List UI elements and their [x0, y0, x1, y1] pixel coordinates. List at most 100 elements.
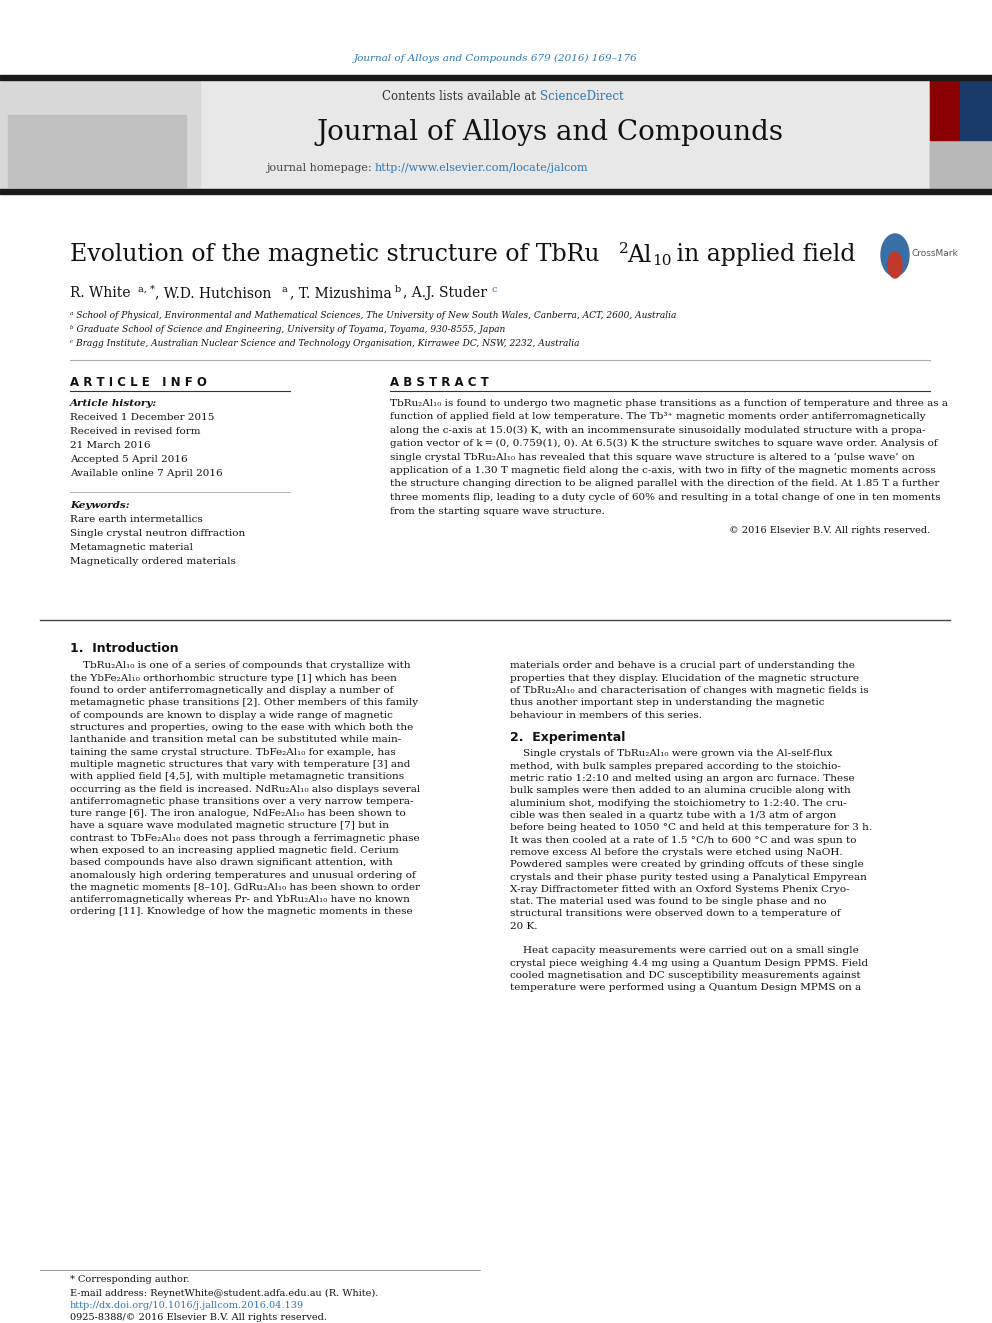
Text: metric ratio 1:2:10 and melted using an argon arc furnace. These: metric ratio 1:2:10 and melted using an …: [510, 774, 855, 783]
Text: temperature were performed using a Quantum Design MPMS on a: temperature were performed using a Quant…: [510, 983, 861, 992]
Text: cible was then sealed in a quartz tube with a 1/3 atm of argon: cible was then sealed in a quartz tube w…: [510, 811, 836, 820]
Text: cooled magnetisation and DC susceptibility measurements against: cooled magnetisation and DC susceptibili…: [510, 971, 861, 980]
Text: CrossMark: CrossMark: [912, 249, 958, 258]
Text: of compounds are known to display a wide range of magnetic: of compounds are known to display a wide…: [70, 710, 393, 720]
Text: Received 1 December 2015: Received 1 December 2015: [70, 413, 214, 422]
Text: materials order and behave is a crucial part of understanding the: materials order and behave is a crucial …: [510, 662, 855, 671]
Ellipse shape: [881, 234, 909, 277]
Text: ordering [11]. Knowledge of how the magnetic moments in these: ordering [11]. Knowledge of how the magn…: [70, 908, 413, 917]
Text: TbRu₂Al₁₀ is one of a series of compounds that crystallize with: TbRu₂Al₁₀ is one of a series of compound…: [70, 662, 411, 671]
Text: 10: 10: [652, 254, 672, 269]
Text: 2.  Experimental: 2. Experimental: [510, 732, 625, 745]
Text: taining the same crystal structure. TbFe₂Al₁₀ for example, has: taining the same crystal structure. TbFe…: [70, 747, 396, 757]
Text: A R T I C L E   I N F O: A R T I C L E I N F O: [70, 377, 207, 389]
Text: structures and properties, owing to the ease with which both the: structures and properties, owing to the …: [70, 722, 414, 732]
Text: from the starting square wave structure.: from the starting square wave structure.: [390, 507, 605, 516]
Text: 20 K.: 20 K.: [510, 922, 538, 930]
Bar: [0, 79, 200, 192]
Bar: [0, 189, 992, 194]
Text: R. White: R. White: [70, 286, 135, 300]
Text: ScienceDirect: ScienceDirect: [540, 90, 624, 103]
Text: the magnetic moments [8–10]. GdRu₂Al₁₀ has been shown to order: the magnetic moments [8–10]. GdRu₂Al₁₀ h…: [70, 882, 420, 892]
Text: Single crystal neutron diffraction: Single crystal neutron diffraction: [70, 528, 245, 537]
Text: a: a: [282, 284, 288, 294]
Text: ᵃ School of Physical, Environmental and Mathematical Sciences, The University of: ᵃ School of Physical, Environmental and …: [70, 311, 677, 320]
Text: a, *: a, *: [138, 284, 155, 294]
Text: Article history:: Article history:: [70, 398, 158, 407]
Text: http://www.elsevier.com/locate/jalcom: http://www.elsevier.com/locate/jalcom: [375, 163, 588, 173]
Text: Evolution of the magnetic structure of TbRu: Evolution of the magnetic structure of T…: [70, 243, 599, 266]
Text: ture range [6]. The iron analogue, NdFe₂Al₁₀ has been shown to: ture range [6]. The iron analogue, NdFe₂…: [70, 810, 406, 818]
Text: * Corresponding author.: * Corresponding author.: [70, 1275, 189, 1285]
Text: behaviour in members of this series.: behaviour in members of this series.: [510, 710, 702, 720]
Text: aluminium shot, modifying the stoichiometry to 1:2:40. The cru-: aluminium shot, modifying the stoichiome…: [510, 799, 847, 808]
Text: Heat capacity measurements were carried out on a small single: Heat capacity measurements were carried …: [510, 946, 859, 955]
Text: bulk samples were then added to an alumina crucible along with: bulk samples were then added to an alumi…: [510, 786, 851, 795]
Text: Journal of Alloys and Compounds: Journal of Alloys and Compounds: [316, 119, 784, 146]
Text: crystal piece weighing 4.4 mg using a Quantum Design PPMS. Field: crystal piece weighing 4.4 mg using a Qu…: [510, 959, 868, 967]
Text: Rare earth intermetallics: Rare earth intermetallics: [70, 515, 202, 524]
Text: thus another important step in understanding the magnetic: thus another important step in understan…: [510, 699, 824, 708]
Text: antiferromagnetically whereas Pr- and YbRu₂Al₁₀ have no known: antiferromagnetically whereas Pr- and Yb…: [70, 896, 410, 904]
Text: occurring as the field is increased. NdRu₂Al₁₀ also displays several: occurring as the field is increased. NdR…: [70, 785, 421, 794]
Text: multiple magnetic structures that vary with temperature [3] and: multiple magnetic structures that vary w…: [70, 759, 411, 769]
Text: structural transitions were observed down to a temperature of: structural transitions were observed dow…: [510, 909, 840, 918]
Text: function of applied field at low temperature. The Tb³⁺ magnetic moments order an: function of applied field at low tempera…: [390, 411, 926, 421]
Text: Keywords:: Keywords:: [70, 500, 130, 509]
Text: Powdered samples were created by grinding offcuts of these single: Powdered samples were created by grindin…: [510, 860, 864, 869]
Text: Available online 7 April 2016: Available online 7 April 2016: [70, 468, 222, 478]
Text: application of a 1.30 T magnetic field along the c-axis, with two in fifty of th: application of a 1.30 T magnetic field a…: [390, 466, 935, 475]
Text: Journal of Alloys and Compounds 679 (2016) 169–176: Journal of Alloys and Compounds 679 (201…: [354, 53, 638, 62]
Text: journal homepage:: journal homepage:: [266, 163, 375, 173]
Bar: [960, 79, 992, 140]
Text: anomalously high ordering temperatures and unusual ordering of: anomalously high ordering temperatures a…: [70, 871, 416, 880]
Text: three moments flip, leading to a duty cycle of 60% and resulting in a total chan: three moments flip, leading to a duty cy…: [390, 493, 940, 501]
Text: ᵇ Graduate School of Science and Engineering, University of Toyama, Toyama, 930-: ᵇ Graduate School of Science and Enginee…: [70, 325, 505, 335]
Text: single crystal TbRu₂Al₁₀ has revealed that this square wave structure is altered: single crystal TbRu₂Al₁₀ has revealed th…: [390, 452, 915, 462]
Text: X-ray Diffractometer fitted with an Oxford Systems Phenix Cryo-: X-ray Diffractometer fitted with an Oxfo…: [510, 885, 849, 894]
Text: Received in revised form: Received in revised form: [70, 426, 200, 435]
Text: http://dx.doi.org/10.1016/j.jallcom.2016.04.139: http://dx.doi.org/10.1016/j.jallcom.2016…: [70, 1302, 305, 1311]
Text: gation vector of k = (0, 0.759(1), 0). At 6.5(3) K the structure switches to squ: gation vector of k = (0, 0.759(1), 0). A…: [390, 439, 937, 448]
Text: of TbRu₂Al₁₀ and characterisation of changes with magnetic fields is: of TbRu₂Al₁₀ and characterisation of cha…: [510, 687, 869, 695]
Text: based compounds have also drawn significant attention, with: based compounds have also drawn signific…: [70, 859, 393, 868]
Text: in applied field: in applied field: [669, 243, 855, 266]
Text: have a square wave modulated magnetic structure [7] but in: have a square wave modulated magnetic st…: [70, 822, 389, 831]
Text: stat. The material used was found to be single phase and no: stat. The material used was found to be …: [510, 897, 826, 906]
Text: 2: 2: [619, 242, 629, 255]
Text: properties that they display. Elucidation of the magnetic structure: properties that they display. Elucidatio…: [510, 673, 859, 683]
Text: method, with bulk samples prepared according to the stoichio-: method, with bulk samples prepared accor…: [510, 762, 841, 771]
Text: found to order antiferromagnetically and display a number of: found to order antiferromagnetically and…: [70, 687, 394, 695]
Text: , A.J. Studer: , A.J. Studer: [403, 286, 491, 300]
Text: contrast to TbFe₂Al₁₀ does not pass through a ferrimagnetic phase: contrast to TbFe₂Al₁₀ does not pass thro…: [70, 833, 420, 843]
Text: remove excess Al before the crystals were etched using NaOH.: remove excess Al before the crystals wer…: [510, 848, 842, 857]
Text: Single crystals of TbRu₂Al₁₀ were grown via the Al-self-flux: Single crystals of TbRu₂Al₁₀ were grown …: [510, 750, 832, 758]
Bar: [930, 79, 960, 140]
Text: 21 March 2016: 21 March 2016: [70, 441, 151, 450]
Bar: [930, 79, 992, 192]
Ellipse shape: [888, 251, 902, 278]
Text: lanthanide and transition metal can be substituted while main-: lanthanide and transition metal can be s…: [70, 736, 401, 745]
Text: with applied field [4,5], with multiple metamagnetic transitions: with applied field [4,5], with multiple …: [70, 773, 404, 781]
Text: ELSEVIER: ELSEVIER: [57, 156, 138, 171]
Text: TbRu₂Al₁₀ is found to undergo two magnetic phase transitions as a function of te: TbRu₂Al₁₀ is found to undergo two magnet…: [390, 398, 948, 407]
Text: Metamagnetic material: Metamagnetic material: [70, 542, 193, 552]
Text: Journal of
ALLOYS
AND
COMPOUNDS: Journal of ALLOYS AND COMPOUNDS: [941, 94, 980, 116]
Text: antiferromagnetic phase transitions over a very narrow tempera-: antiferromagnetic phase transitions over…: [70, 796, 414, 806]
Text: b: b: [395, 284, 401, 294]
Bar: [0, 79, 930, 192]
Bar: [8, 115, 186, 187]
Text: Al: Al: [627, 243, 652, 266]
Text: , T. Mizushima: , T. Mizushima: [290, 286, 396, 300]
Text: Accepted 5 April 2016: Accepted 5 April 2016: [70, 455, 187, 463]
Bar: [0, 75, 992, 79]
Text: ᶜ Bragg Institute, Australian Nuclear Science and Technology Organisation, Kirra: ᶜ Bragg Institute, Australian Nuclear Sc…: [70, 340, 579, 348]
Text: along the c-axis at 15.0(3) K, with an incommensurate sinusoidally modulated str: along the c-axis at 15.0(3) K, with an i…: [390, 426, 926, 434]
Text: c: c: [491, 284, 497, 294]
Text: when exposed to an increasing applied magnetic field. Cerium: when exposed to an increasing applied ma…: [70, 845, 399, 855]
Text: Magnetically ordered materials: Magnetically ordered materials: [70, 557, 236, 565]
Text: A B S T R A C T: A B S T R A C T: [390, 377, 489, 389]
Text: © 2016 Elsevier B.V. All rights reserved.: © 2016 Elsevier B.V. All rights reserved…: [729, 527, 930, 534]
Text: the structure changing direction to be aligned parallel with the direction of th: the structure changing direction to be a…: [390, 479, 939, 488]
Text: metamagnetic phase transitions [2]. Other members of this family: metamagnetic phase transitions [2]. Othe…: [70, 699, 418, 708]
